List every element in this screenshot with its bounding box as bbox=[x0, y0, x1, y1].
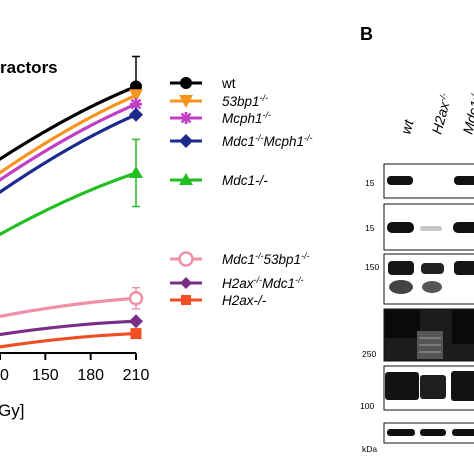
legend-label-53bp1: 53bp1-/- bbox=[222, 93, 268, 109]
x-tick-label-1: 150 bbox=[32, 367, 59, 384]
x-tick-label-0: 20 bbox=[0, 367, 9, 384]
series-0-line bbox=[0, 85, 137, 161]
series-2-line bbox=[0, 102, 137, 182]
legend-item-mdc1-mcph1: Mdc1-/-Mcph1-/- bbox=[170, 133, 313, 149]
legend-label-h2ax: H2ax-/- bbox=[222, 293, 267, 308]
legend-marker-h2ax-mdc1 bbox=[180, 277, 192, 289]
chart-legend: wt 53bp1-/- Mcph1-/- Mdc1-/-Mcph1-/- bbox=[170, 76, 313, 308]
chart-markers bbox=[128, 80, 144, 340]
legend-label-mcph1: Mcph1-/- bbox=[222, 110, 271, 126]
series-4-line bbox=[0, 171, 137, 237]
x-axis-ticks: 20 150 180 210 bbox=[0, 353, 149, 384]
legend-marker-mcph1 bbox=[180, 112, 192, 124]
legend-marker-h2ax bbox=[181, 295, 191, 305]
legend-item-mdc1-53bp1: Mdc1-/-53bp1-/- bbox=[170, 251, 310, 267]
x-axis-label: Gy] bbox=[0, 401, 24, 420]
legend-item-mcph1: Mcph1-/- bbox=[170, 110, 271, 126]
blot-5: 100 bbox=[360, 365, 474, 411]
legend-label-mdc1-mcph1: Mdc1-/-Mcph1-/- bbox=[222, 133, 313, 149]
lane-labels: wt H2ax-/- Mdc1-/- bbox=[397, 90, 474, 135]
chart-lines bbox=[0, 85, 137, 349]
blot-4: 250 bbox=[362, 308, 474, 362]
legend-marker-mdc1-mcph1 bbox=[179, 134, 193, 148]
marker-150: 150 bbox=[365, 262, 379, 272]
lane-label-wt: wt bbox=[397, 117, 416, 136]
series-7-marker bbox=[130, 328, 142, 340]
series-7-line bbox=[0, 331, 137, 349]
series-4-marker bbox=[129, 165, 143, 178]
series-6-line bbox=[0, 319, 137, 337]
legend-item-53bp1: 53bp1-/- bbox=[170, 93, 268, 109]
legend-label-h2ax-mdc1: H2ax-/-Mdc1-/- bbox=[222, 275, 304, 291]
lane-label-mdc1: Mdc1-/- bbox=[459, 90, 474, 135]
series-1-line bbox=[0, 93, 137, 175]
series-6-marker bbox=[129, 314, 143, 329]
lane-label-h2ax: H2ax-/- bbox=[428, 92, 454, 136]
series-1-marker bbox=[129, 89, 143, 103]
legend-label-mdc1: Mdc1-/- bbox=[222, 173, 268, 188]
marker-250: 250 bbox=[362, 349, 376, 359]
marker-15-a: 15 bbox=[365, 178, 375, 188]
panel-a-title: ractors bbox=[0, 58, 58, 77]
legend-item-h2ax-mdc1: H2ax-/-Mdc1-/- bbox=[170, 275, 304, 291]
legend-marker-mdc1-53bp1 bbox=[178, 251, 194, 267]
series-5-marker bbox=[128, 291, 144, 306]
blot-6 bbox=[383, 422, 474, 444]
legend-item-h2ax: H2ax-/- bbox=[170, 293, 267, 308]
legend-marker-53bp1 bbox=[179, 95, 193, 108]
x-tick-label-3: 210 bbox=[123, 367, 150, 384]
series-3-line bbox=[0, 113, 137, 195]
legend-marker-wt bbox=[180, 77, 192, 89]
legend-item-wt: wt bbox=[170, 76, 236, 91]
series-3-marker bbox=[129, 107, 143, 122]
series-5-line bbox=[0, 296, 137, 318]
marker-15-b: 15 bbox=[365, 223, 375, 233]
legend-label-mdc1-53bp1: Mdc1-/-53bp1-/- bbox=[222, 251, 310, 267]
legend-item-mdc1: Mdc1-/- bbox=[170, 173, 268, 188]
x-tick-label-2: 180 bbox=[77, 367, 104, 384]
marker-100: 100 bbox=[360, 401, 374, 411]
kda-label: kDa bbox=[362, 444, 377, 454]
western-blots: 15 15 150 250 bbox=[360, 163, 474, 454]
legend-marker-mdc1 bbox=[179, 173, 193, 185]
legend-label-wt: wt bbox=[221, 76, 236, 91]
blot-1: 15 bbox=[365, 163, 474, 199]
panel-b-letter: B bbox=[360, 24, 373, 44]
blot-2: 15 bbox=[365, 203, 474, 251]
blot-3: 150 bbox=[365, 253, 474, 305]
